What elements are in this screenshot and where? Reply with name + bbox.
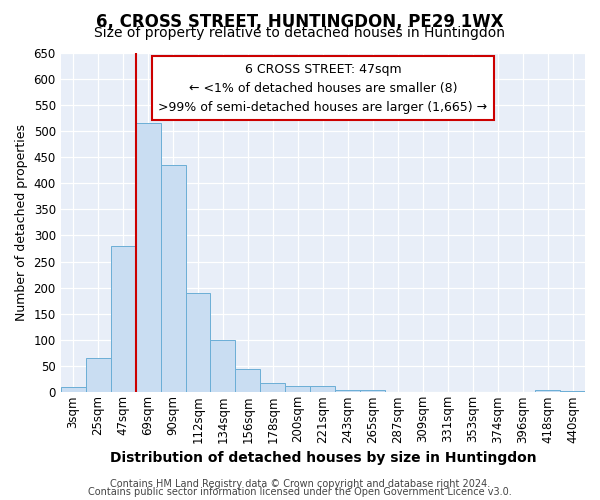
Bar xyxy=(161,165,185,392)
Bar xyxy=(535,390,560,392)
Bar xyxy=(360,390,385,392)
Bar xyxy=(136,123,161,392)
Y-axis label: Number of detached properties: Number of detached properties xyxy=(15,124,28,321)
Bar xyxy=(185,293,211,392)
Text: Contains HM Land Registry data © Crown copyright and database right 2024.: Contains HM Land Registry data © Crown c… xyxy=(110,479,490,489)
Text: Size of property relative to detached houses in Huntingdon: Size of property relative to detached ho… xyxy=(95,26,505,40)
Bar xyxy=(560,390,585,392)
Bar xyxy=(86,358,110,392)
Bar xyxy=(61,387,86,392)
Text: 6 CROSS STREET: 47sqm
← <1% of detached houses are smaller (8)
>99% of semi-deta: 6 CROSS STREET: 47sqm ← <1% of detached … xyxy=(158,62,487,114)
Bar xyxy=(260,383,286,392)
Text: 6, CROSS STREET, HUNTINGDON, PE29 1WX: 6, CROSS STREET, HUNTINGDON, PE29 1WX xyxy=(96,12,504,30)
Bar xyxy=(110,246,136,392)
Bar xyxy=(310,386,335,392)
Text: Contains public sector information licensed under the Open Government Licence v3: Contains public sector information licen… xyxy=(88,487,512,497)
Bar xyxy=(286,386,310,392)
X-axis label: Distribution of detached houses by size in Huntingdon: Distribution of detached houses by size … xyxy=(110,451,536,465)
Bar xyxy=(235,368,260,392)
Bar xyxy=(335,390,360,392)
Bar xyxy=(211,340,235,392)
